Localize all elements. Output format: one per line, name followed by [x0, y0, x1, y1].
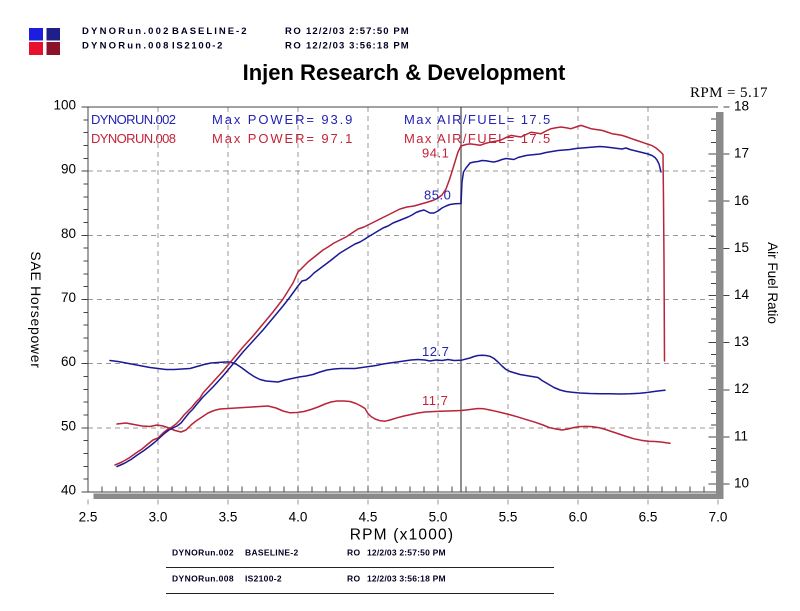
svg-text:17: 17 — [734, 146, 749, 161]
svg-text:RO: RO — [285, 41, 302, 52]
svg-text:RPM = 5.17: RPM = 5.17 — [690, 85, 768, 101]
svg-text:10: 10 — [734, 476, 749, 491]
svg-text:12/2/03 3:56:18 PM: 12/2/03 3:56:18 PM — [367, 574, 446, 584]
svg-text:RO: RO — [347, 548, 360, 558]
svg-text:94.1: 94.1 — [422, 146, 449, 161]
svg-text:12/2/03 2:57:50 PM: 12/2/03 2:57:50 PM — [367, 548, 446, 558]
svg-text:5.0: 5.0 — [429, 510, 448, 525]
svg-text:3.5: 3.5 — [219, 510, 238, 525]
svg-text:11: 11 — [734, 428, 748, 443]
svg-text:13: 13 — [734, 334, 749, 349]
svg-text:BASELINE-2: BASELINE-2 — [172, 26, 248, 37]
svg-text:80: 80 — [61, 226, 76, 241]
svg-text:Max POWER= 93.9: Max POWER= 93.9 — [212, 112, 354, 127]
svg-text:6.0: 6.0 — [569, 510, 588, 525]
svg-text:40: 40 — [61, 483, 76, 498]
svg-text:18: 18 — [734, 99, 749, 114]
svg-text:Max AIR/FUEL= 17.5: Max AIR/FUEL= 17.5 — [404, 131, 552, 146]
svg-text:DYNORun.008: DYNORun.008 — [172, 574, 234, 584]
svg-text:4.5: 4.5 — [359, 510, 378, 525]
svg-text:12: 12 — [734, 381, 749, 396]
svg-text:5.5: 5.5 — [499, 510, 518, 525]
svg-text:IS2100-2: IS2100-2 — [245, 574, 282, 584]
svg-text:DYNORun.002: DYNORun.002 — [172, 548, 234, 558]
svg-text:Max AIR/FUEL= 17.5: Max AIR/FUEL= 17.5 — [404, 112, 552, 127]
svg-text:DYNORUN.002: DYNORUN.002 — [91, 112, 176, 127]
svg-text:16: 16 — [734, 193, 749, 208]
svg-text:85.0: 85.0 — [424, 188, 451, 203]
svg-text:3.0: 3.0 — [149, 510, 168, 525]
svg-text:100: 100 — [53, 98, 76, 113]
svg-text:Max POWER= 97.1: Max POWER= 97.1 — [212, 131, 354, 146]
svg-text:50: 50 — [61, 418, 76, 433]
svg-text:SAE Horsepower: SAE Horsepower — [28, 251, 44, 368]
svg-text:BASELINE-2: BASELINE-2 — [245, 548, 299, 558]
svg-text:RO: RO — [285, 26, 302, 37]
svg-text:2.5: 2.5 — [79, 510, 98, 525]
svg-text:12.7: 12.7 — [422, 344, 449, 359]
svg-text:15: 15 — [734, 240, 749, 255]
svg-text:7.0: 7.0 — [709, 510, 728, 525]
svg-text:IS2100-2: IS2100-2 — [172, 41, 224, 52]
svg-text:14: 14 — [734, 287, 750, 302]
svg-text:Air Fuel Ratio: Air Fuel Ratio — [765, 242, 780, 324]
svg-text:DYNORUN.008: DYNORUN.008 — [91, 131, 176, 146]
svg-text:DYNORun.008: DYNORun.008 — [82, 41, 171, 52]
svg-text:12/2/03 2:57:50 PM: 12/2/03 2:57:50 PM — [306, 26, 410, 37]
svg-text:4.0: 4.0 — [289, 510, 308, 525]
svg-text:6.5: 6.5 — [639, 510, 658, 525]
svg-text:60: 60 — [61, 354, 76, 369]
svg-text:70: 70 — [61, 290, 76, 305]
svg-text:RPM (x1000): RPM (x1000) — [350, 527, 455, 544]
svg-text:90: 90 — [61, 162, 76, 177]
svg-text:RO: RO — [347, 574, 360, 584]
svg-text:12/2/03 3:56:18 PM: 12/2/03 3:56:18 PM — [306, 41, 410, 52]
svg-text:DYNORun.002: DYNORun.002 — [82, 26, 171, 37]
svg-text:Injen Research & Development: Injen Research & Development — [243, 60, 566, 85]
svg-text:11.7: 11.7 — [422, 393, 448, 408]
